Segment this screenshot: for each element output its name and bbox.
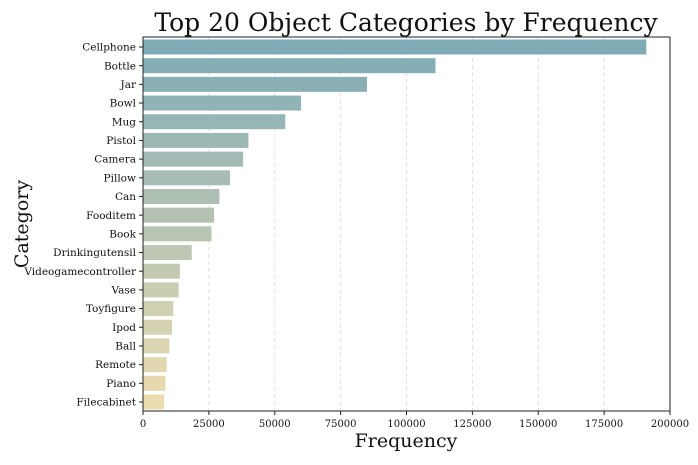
bar-bowl <box>143 95 302 111</box>
bar-drinkingutensil <box>143 245 192 261</box>
x-tick-label-7: 175000 <box>585 419 623 430</box>
bar-filecabinet <box>143 394 165 410</box>
category-label-filecabinet: Filecabinet <box>76 397 136 409</box>
bar-pistol <box>143 132 249 148</box>
bar-fooditem <box>143 207 215 223</box>
bar-ipod <box>143 319 172 335</box>
bar-piano <box>143 375 166 391</box>
category-label-ball: Ball <box>115 341 136 353</box>
bar-camera <box>143 151 244 167</box>
bars-layer <box>143 39 647 410</box>
bar-toyfigure <box>143 301 174 317</box>
category-label-jar: Jar <box>120 79 137 91</box>
y-tick-layer: Cellphone Bottle Jar Bowl Mug Pistol Camera Pil… <box>23 42 143 409</box>
chart-title: Top 20 Object Categories by Frequency <box>154 8 658 37</box>
x-tick-label-3: 75000 <box>325 419 357 430</box>
category-label-toyfigure: Toyfigure <box>86 303 136 315</box>
bar-cellphone <box>143 39 647 55</box>
bar-book <box>143 226 212 242</box>
bar-videogamecontroller <box>143 263 180 279</box>
bar-pillow <box>143 170 230 186</box>
category-label-ipod: Ipod <box>112 322 136 334</box>
x-tick-label-5: 125000 <box>453 419 491 430</box>
x-tick-label-2: 50000 <box>259 419 291 430</box>
category-label-pistol: Pistol <box>106 135 136 147</box>
grid-layer <box>142 37 671 411</box>
bar-vase <box>143 282 179 298</box>
category-label-vase: Vase <box>111 284 136 296</box>
x-axis-label: Frequency <box>355 430 458 452</box>
category-label-can: Can <box>115 191 136 203</box>
bar-can <box>143 188 220 204</box>
category-label-cellphone: Cellphone <box>82 42 136 54</box>
category-label-videogamecontroller: Videogamecontroller <box>23 266 137 278</box>
category-label-camera: Camera <box>94 154 136 166</box>
x-tick-label-6: 150000 <box>519 419 557 430</box>
category-label-bottle: Bottle <box>104 60 136 72</box>
bar-bottle <box>143 58 436 74</box>
category-label-drinkingutensil: Drinkingutensil <box>53 247 136 259</box>
x-tick-layer: 0 25000 50000 75000 100000 125000 150000 175000… <box>140 411 689 430</box>
category-label-book: Book <box>109 228 136 240</box>
y-axis-label: Category <box>11 180 33 268</box>
x-tick-label-0: 0 <box>140 419 146 430</box>
category-label-remote: Remote <box>95 359 136 371</box>
x-tick-label-1: 25000 <box>193 419 225 430</box>
x-tick-label-8: 200000 <box>651 419 689 430</box>
category-label-pillow: Pillow <box>104 172 136 184</box>
category-label-mug: Mug <box>112 116 137 128</box>
category-label-piano: Piano <box>106 378 136 390</box>
bar-ball <box>143 338 170 354</box>
category-label-fooditem: Fooditem <box>86 210 136 222</box>
bar-jar <box>143 76 367 92</box>
bar-mug <box>143 114 286 130</box>
bar-remote <box>143 357 167 373</box>
category-label-bowl: Bowl <box>110 98 137 110</box>
x-tick-label-4: 100000 <box>387 419 425 430</box>
